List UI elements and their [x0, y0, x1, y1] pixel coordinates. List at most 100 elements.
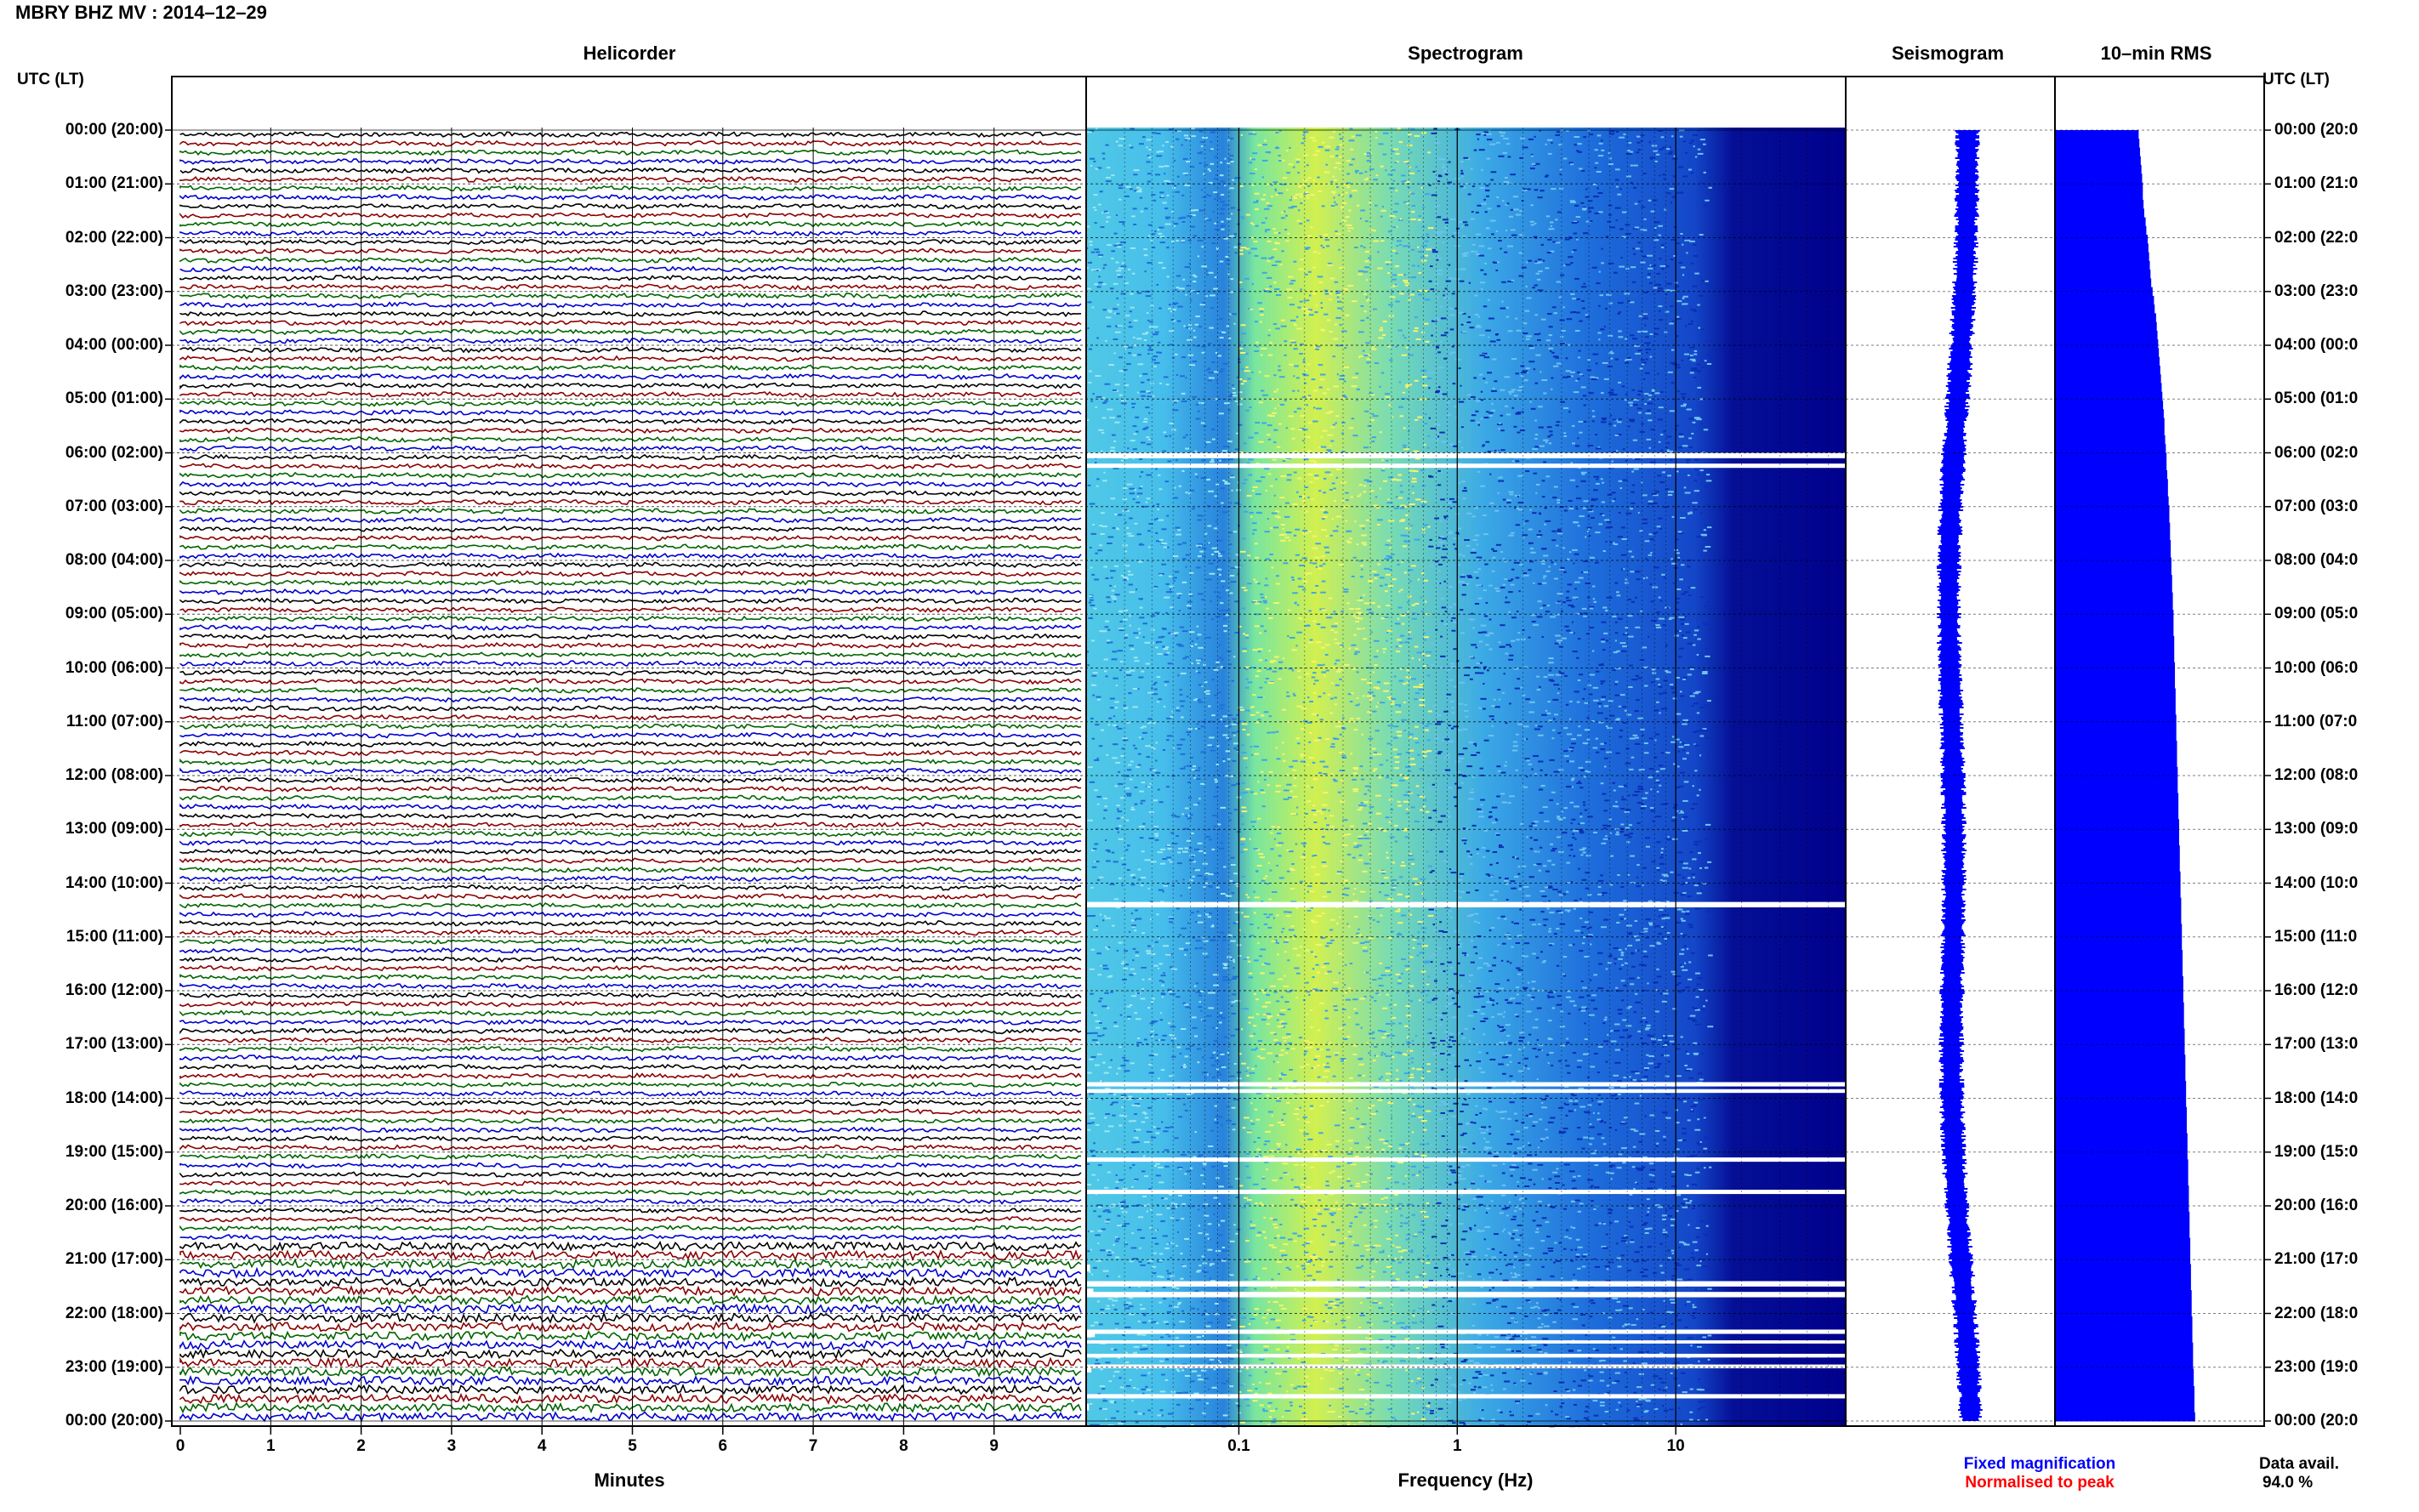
- left-time-tick-label: 06:00 (02:00): [65, 443, 163, 462]
- rms-bar: [2055, 549, 2171, 559]
- rms-bar: [2055, 967, 2183, 977]
- rms-bar: [2055, 688, 2176, 698]
- rms-bar: [2055, 836, 2179, 846]
- rms-bar: [2055, 618, 2174, 628]
- rms-bar: [2055, 1299, 2192, 1309]
- rms-bar: [2055, 1089, 2187, 1099]
- rms-bar: [2055, 1002, 2184, 1012]
- rms-bar: [2055, 871, 2181, 881]
- rms-bar: [2055, 1168, 2188, 1178]
- left-time-tick-label: 21:00 (17:00): [65, 1250, 163, 1269]
- left-time-tick-label: 12:00 (08:00): [65, 766, 163, 784]
- rms-bar: [2055, 147, 2141, 157]
- rms-bar: [2055, 854, 2180, 864]
- rms-bar: [2055, 130, 2139, 139]
- rms-bar: [2055, 950, 2183, 959]
- chart-title: MBRY BHZ MV : 2014–12–29: [15, 2, 267, 23]
- rms-bar: [2055, 1281, 2191, 1291]
- rms-bar: [2055, 1176, 2188, 1186]
- right-time-tick-label: 07:00 (03:0: [2274, 497, 2359, 515]
- rms-bar: [2055, 208, 2144, 219]
- rms-bar: [2055, 1045, 2185, 1055]
- right-time-tick-label: 22:00 (18:0: [2274, 1304, 2359, 1322]
- left-time-tick-label: 22:00 (18:00): [65, 1304, 163, 1322]
- right-time-tick-label: 17:00 (13:0: [2274, 1035, 2359, 1054]
- left-time-tick-label: 23:00 (19:00): [65, 1357, 163, 1376]
- rms-bar: [2055, 1106, 2187, 1117]
- rms-bar: [2055, 461, 2167, 471]
- left-time-tick-label: 11:00 (07:00): [65, 712, 163, 730]
- rms-bar: [2055, 749, 2177, 759]
- rms-bar: [2055, 1185, 2189, 1195]
- rms-bar: [2055, 287, 2153, 297]
- right-time-tick-label: 21:00 (17:0: [2274, 1250, 2359, 1269]
- rms-bar: [2055, 1350, 2194, 1361]
- right-time-tick-label: 08:00 (04:0: [2274, 551, 2359, 569]
- rms-bar: [2055, 880, 2181, 890]
- rms-bar: [2055, 1124, 2187, 1134]
- rms-bar: [2055, 758, 2177, 768]
- rms-bar: [2055, 1377, 2194, 1387]
- rms-bar: [2055, 252, 2149, 262]
- rms-bar: [2055, 165, 2142, 174]
- right-time-tick-label: 04:00 (00:0: [2274, 336, 2359, 354]
- rms-bar: [2055, 1063, 2186, 1073]
- helicorder-traces: [179, 131, 1082, 1423]
- rms-bar: [2055, 1264, 2191, 1274]
- rms-bar: [2055, 182, 2143, 192]
- rms-bar: [2055, 1211, 2190, 1221]
- data-gaps: [188, 452, 1846, 1424]
- left-time-tick-label: 19:00 (15:00): [65, 1142, 163, 1161]
- rms-bar: [2055, 426, 2165, 436]
- right-time-tick-label: 02:00 (22:0: [2274, 228, 2359, 247]
- minutes-axis-label: Minutes: [594, 1469, 665, 1491]
- minutes-tick-label: 6: [718, 1437, 728, 1455]
- rms-bar: [2055, 941, 2183, 951]
- rms-bar: [2055, 1307, 2192, 1317]
- rms-bar: [2055, 1020, 2184, 1029]
- helicorder-title: Helicorder: [583, 43, 676, 64]
- rms-bar: [2055, 1116, 2187, 1125]
- right-time-tick-label: 00:00 (20:0: [2274, 121, 2359, 139]
- rms-bar: [2055, 566, 2171, 576]
- rms-bar: [2055, 418, 2165, 428]
- left-time-tick-label: 00:00 (20:00): [65, 121, 163, 139]
- left-time-tick-label: 09:00 (05:00): [65, 605, 163, 623]
- right-time-tick-label: 11:00 (07:0: [2274, 712, 2358, 730]
- rms-bar: [2055, 1194, 2189, 1204]
- rms-bar: [2055, 435, 2166, 445]
- right-time-tick-label: 05:00 (01:0: [2274, 389, 2359, 408]
- left-time-tick-label: 15:00 (11:00): [65, 927, 163, 946]
- rms-bar: [2055, 845, 2180, 855]
- rms-bar: [2055, 705, 2176, 715]
- rms-bar: [2055, 557, 2171, 567]
- rms-bar: [2055, 1290, 2192, 1299]
- rms-bar: [2055, 1159, 2188, 1169]
- rms-bar: [2055, 1360, 2194, 1369]
- rms-bar: [2055, 1342, 2194, 1352]
- rms-bar: [2055, 356, 2160, 367]
- rms-bar: [2055, 400, 2164, 410]
- rms-bar: [2055, 906, 2182, 916]
- frequency-tick-label: 1: [1453, 1437, 1462, 1455]
- left-time-tick-label: 13:00 (09:00): [65, 820, 163, 838]
- rms-bar: [2055, 635, 2175, 645]
- rms-bar: [2055, 444, 2166, 453]
- minutes-tick-label: 5: [628, 1437, 637, 1455]
- rms-bar: [2055, 1237, 2191, 1248]
- rms-bar: [2055, 200, 2144, 209]
- rms-bar: [2055, 1054, 2186, 1064]
- left-time-tick-label: 04:00 (00:00): [65, 336, 163, 354]
- left-time-tick-label: 08:00 (04:00): [65, 551, 163, 569]
- rms-bar: [2055, 583, 2172, 594]
- rms-bar: [2055, 1220, 2190, 1230]
- rms-bar: [2055, 889, 2181, 899]
- rms-bar: [2055, 505, 2170, 514]
- right-time-tick-label: 01:00 (21:0: [2274, 174, 2359, 193]
- rms-bar: [2055, 793, 2179, 803]
- minutes-tick-label: 8: [899, 1437, 908, 1455]
- right-time-tick-label: 00:00 (20:0: [2274, 1412, 2359, 1430]
- left-time-tick-label: 14:00 (10:00): [65, 873, 163, 892]
- left-time-tick-label: 20:00 (16:00): [65, 1197, 163, 1214]
